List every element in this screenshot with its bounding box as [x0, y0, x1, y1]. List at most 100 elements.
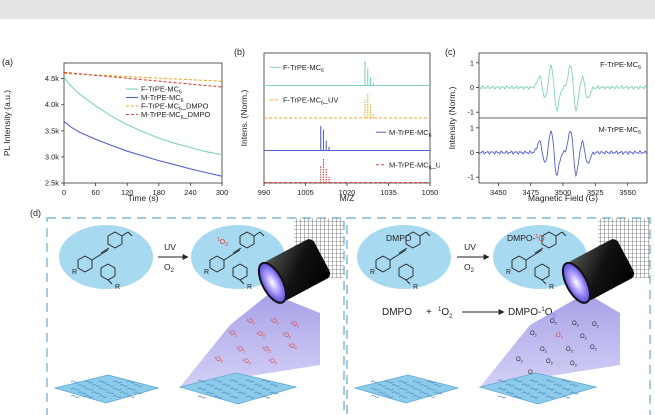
oxygen-8: O2 — [590, 345, 598, 352]
singlet-oxygen-0: 1O2 — [246, 317, 256, 326]
a-ytick-label: 2.5k — [45, 179, 59, 188]
film-texture — [529, 379, 539, 383]
film-texture — [433, 384, 443, 387]
singlet-oxygen-9: 1O2 — [214, 355, 224, 364]
film-texture — [384, 395, 394, 398]
panel-d-scheme: (d) R R R R 1O2 UV O2 — [30, 208, 651, 415]
a-series-line-2 — [63, 72, 223, 82]
c-ytick-label: 0 — [470, 83, 474, 92]
film-texture — [84, 387, 94, 391]
film-texture — [377, 384, 387, 387]
r-label-left-2a: R — [204, 269, 209, 276]
b-legend-label-2: M-TrPE-MC6 — [389, 128, 432, 139]
film-texture — [545, 387, 555, 391]
c-xtick-label: 3500 — [555, 188, 572, 197]
singlet-oxygen-6: 1O2 — [236, 345, 246, 354]
r-label-right-2b: R — [549, 284, 554, 291]
panel-c-ylabel: Intensity (Norm.) — [447, 86, 457, 149]
film-texture — [412, 395, 422, 398]
dmpo-o2-label-right-2: DMPO-1O — [507, 233, 545, 243]
film-texture — [412, 387, 422, 391]
film-texture — [433, 391, 443, 395]
panel-a-ylabel: PL Intensity (a.u.) — [2, 90, 12, 156]
film-texture — [261, 395, 271, 399]
film-texture — [221, 383, 231, 387]
film-texture — [513, 387, 523, 391]
film-texture — [77, 384, 87, 387]
film-texture — [513, 379, 523, 383]
oxygen-1: O2 — [572, 321, 580, 328]
singlet-oxygen-8: 1O2 — [288, 342, 298, 351]
a-series-line-3 — [63, 71, 223, 88]
b-xtick-label: 1020 — [339, 188, 356, 197]
top-bar — [0, 0, 655, 19]
film-texture — [419, 391, 429, 395]
trpe-molecule-left-2 — [209, 231, 265, 285]
film-texture — [497, 379, 507, 383]
c-xtick-label: 3450 — [490, 188, 507, 197]
film-texture — [370, 380, 380, 384]
equation-plus: + — [426, 307, 432, 318]
c-ytick-label: -1 — [467, 173, 474, 182]
panel-d-right-frame — [346, 217, 651, 415]
film-texture — [529, 395, 539, 399]
oxygen-cloud-right: O2O2O2O2O2O2O2O2O2O2O2O2O2 — [516, 319, 600, 377]
a-legend-label-0: F-TrPE-MC6 — [141, 85, 182, 96]
film-texture — [561, 395, 571, 399]
c-xtick-label: 3475 — [522, 188, 539, 197]
c-ytick-label: -1 — [467, 108, 474, 117]
o2-label-left: O2 — [164, 262, 175, 274]
film-texture — [126, 380, 136, 384]
singlet-oxygen-11: 1O2 — [268, 357, 278, 366]
c-spectrum-0 — [479, 64, 648, 113]
panel-c-xlabel: Magnetic Field (G) — [528, 193, 598, 203]
oxygen-2: O2 — [592, 322, 600, 329]
film-texture — [126, 387, 136, 391]
equation-dmpo: DMPO — [382, 307, 412, 318]
panel-c-label: (c) — [445, 47, 456, 57]
a-ytick-label: 3.0k — [45, 152, 59, 161]
singlet-oxygen-1: 1O2 — [270, 317, 280, 326]
a-series-line-1 — [63, 120, 223, 177]
dmpo-label-right-1: DMPO — [386, 233, 412, 243]
uv-lamp-left — [257, 239, 331, 304]
c-spectrum-1 — [478, 130, 648, 178]
film-texture — [237, 383, 247, 387]
film-texture — [197, 395, 207, 399]
film-texture — [569, 383, 579, 387]
a-xtick-label: 240 — [184, 188, 197, 197]
film-texture — [419, 384, 429, 387]
film-texture — [213, 395, 223, 399]
c-xtick-label: 3550 — [619, 188, 636, 197]
c-ytick-label: 1 — [470, 123, 474, 132]
film-texture — [377, 391, 387, 395]
film-texture — [245, 395, 255, 399]
oxygen-11: O2 — [570, 361, 578, 368]
film-texture — [384, 387, 394, 391]
b-xtick-label: 990 — [258, 188, 271, 197]
singlet-oxygen-4: 1O2 — [256, 330, 266, 339]
film-texture — [98, 380, 108, 384]
film-texture — [70, 387, 80, 391]
trpe-molecule-right-1 — [375, 231, 431, 285]
oxygen-7: O2 — [566, 347, 574, 354]
oxygen-4: O2 — [556, 333, 564, 340]
molecule-ellipse-right-1 — [357, 225, 451, 289]
panel-a-legend: F-TrPE-MC6M-TrPE-MC6F-TrPE-MC6_DMPOM-TrP… — [126, 85, 210, 121]
film-texture — [213, 379, 223, 383]
oxygen-5: O2 — [580, 334, 588, 341]
uv-label-right: UV — [464, 242, 476, 252]
film-plate-right-1 — [353, 374, 460, 404]
c-legend-label-1: M-TrPE-MC6 — [599, 125, 642, 136]
film-texture — [213, 387, 223, 391]
film-texture — [545, 379, 555, 383]
film-texture — [426, 387, 436, 391]
film-texture — [529, 387, 539, 391]
o2-label-right: O2 — [464, 262, 475, 274]
a-legend-label-3: M-TrPE-MC6_DMPO — [141, 110, 210, 121]
film-texture — [269, 383, 279, 387]
film-plate-right-2 — [478, 372, 598, 405]
film-texture — [398, 380, 408, 384]
film-texture — [553, 383, 563, 387]
